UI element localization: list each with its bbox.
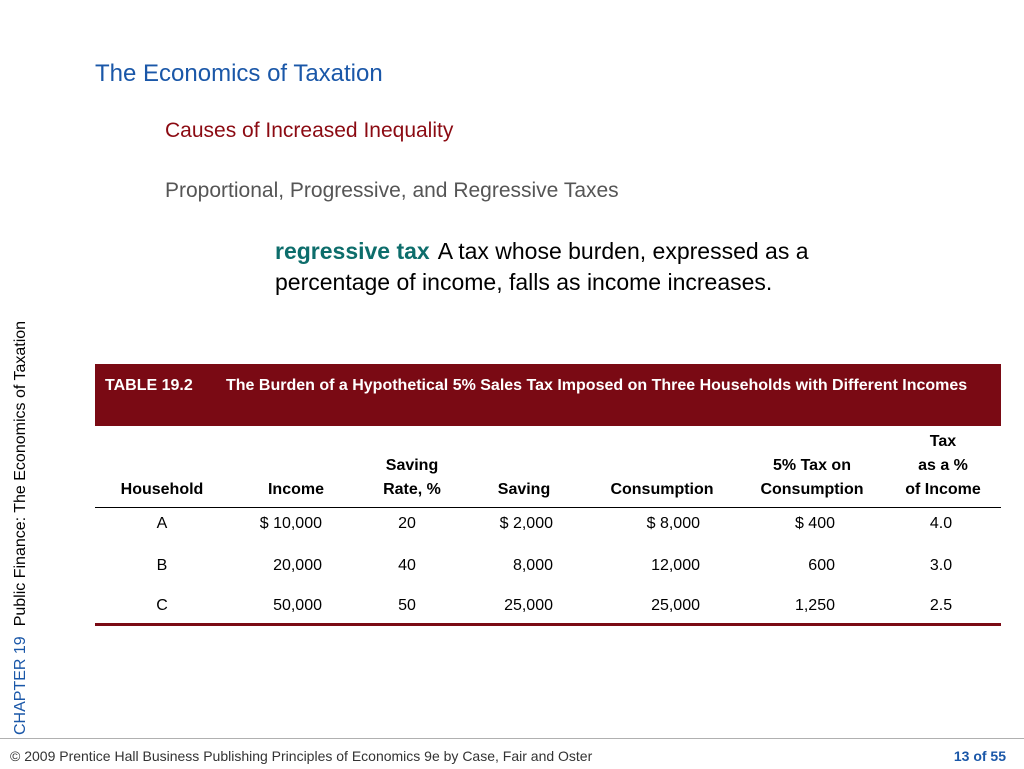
subtitle-tax-types: Proportional, Progressive, and Regressiv… (165, 179, 619, 202)
table-cell: 8,000 (512, 557, 553, 574)
table-cell: A (156, 515, 168, 532)
definition-block: regressive tax A tax whose burden, expres… (275, 236, 835, 298)
definition-text: A tax whose burden, expressed as a perce… (275, 238, 809, 295)
table-cell: C (156, 597, 168, 614)
column-header: Consumption (610, 481, 714, 498)
chapter-side-label: CHAPTER 19 Public Finance: The Economics… (8, 265, 34, 735)
table-caption-text: The Burden of a Hypothetical 5% Sales Ta… (226, 377, 968, 394)
table-cell: 3.0 (929, 557, 953, 574)
table-cell: $ 8,000 (646, 515, 700, 532)
column-header: Income (267, 481, 324, 498)
table-cell: B (156, 557, 168, 574)
table-row: A $ 10,000 20 $ 2,000 $ 8,000 $ 400 4.0 (0, 515, 1024, 539)
table-cell: 25,000 (651, 597, 700, 614)
table-cell: 600 (808, 557, 835, 574)
subtitle-inequality: Causes of Increased Inequality (165, 119, 454, 142)
table-cell: 12,000 (651, 557, 700, 574)
table-cell: $ 10,000 (259, 515, 322, 532)
footer: © 2009 Prentice Hall Business Publishing… (0, 738, 1024, 769)
table-cell: 2.5 (929, 597, 953, 614)
column-header: Household (120, 481, 204, 498)
table-cell: 25,000 (504, 597, 553, 614)
table-cell: $ 400 (794, 515, 835, 532)
column-header: Saving (497, 481, 551, 498)
slide-title: The Economics of Taxation (95, 60, 383, 87)
table-row: C 50,000 50 25,000 25,000 1,250 2.5 (0, 597, 1024, 621)
table-cell: 1,250 (794, 597, 835, 614)
table-cell: 4.0 (929, 515, 953, 532)
column-header: Tax as a % of Income (905, 433, 981, 498)
table-caption: TABLE 19.2 The Burden of a Hypothetical … (95, 364, 1001, 426)
chapter-number: CHAPTER 19 (12, 636, 29, 735)
table-row: B 20,000 40 8,000 12,000 600 3.0 (0, 557, 1024, 581)
table-cell: $ 2,000 (499, 515, 553, 532)
footer-copyright: © 2009 Prentice Hall Business Publishing… (10, 748, 593, 764)
header-divider (95, 507, 1001, 508)
page-number: 13 of 55 (953, 748, 1006, 764)
table-cell: 20 (398, 515, 416, 532)
table-cell: 20,000 (273, 557, 322, 574)
table-number: TABLE 19.2 (105, 377, 193, 394)
definition-term: regressive tax (275, 238, 430, 264)
table-cell: 50,000 (273, 597, 322, 614)
table-bottom-rule (95, 623, 1001, 626)
column-header: 5% Tax on Consumption (760, 457, 864, 498)
table-cell: 50 (398, 597, 416, 614)
table-cell: 40 (398, 557, 416, 574)
column-header: Saving Rate, % (383, 457, 441, 498)
